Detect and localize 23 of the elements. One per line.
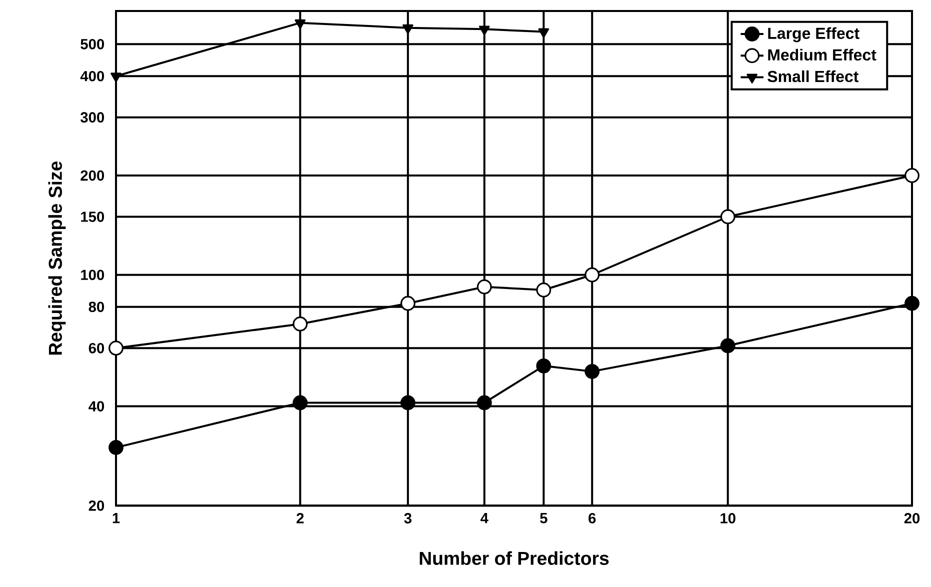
legend-label: Large Effect: [768, 27, 860, 42]
x-tick-label: 20: [904, 513, 920, 524]
x-tick-label: 5: [540, 513, 548, 524]
x-tick-label: 1: [112, 513, 120, 524]
y-tick-label: 200: [80, 170, 104, 181]
x-tick-label: 4: [480, 513, 488, 524]
y-tick-label: 40: [88, 401, 104, 412]
y-tick-label: 20: [88, 500, 104, 511]
y-tick-label: 500: [80, 38, 104, 50]
legend-label: Medium Effect: [768, 48, 876, 61]
x-tick-label: 3: [404, 513, 412, 524]
y-tick-label: 60: [88, 342, 104, 354]
x-tick-label: 10: [720, 513, 736, 524]
x-tick-label: 6: [588, 513, 596, 524]
y-tick-label: 100: [81, 270, 104, 280]
y-tick-label: 80: [88, 302, 104, 312]
legend-label: Small Effect: [768, 70, 858, 82]
x-axis-title: Number of Predictors: [420, 551, 609, 565]
y-tick-label: 400: [80, 70, 104, 82]
y-tick-label: 150: [81, 212, 104, 222]
y-tick-label: 300: [80, 112, 104, 123]
y-axis-title: Required Sample Size: [48, 161, 66, 355]
x-tick-label: 2: [296, 513, 304, 524]
